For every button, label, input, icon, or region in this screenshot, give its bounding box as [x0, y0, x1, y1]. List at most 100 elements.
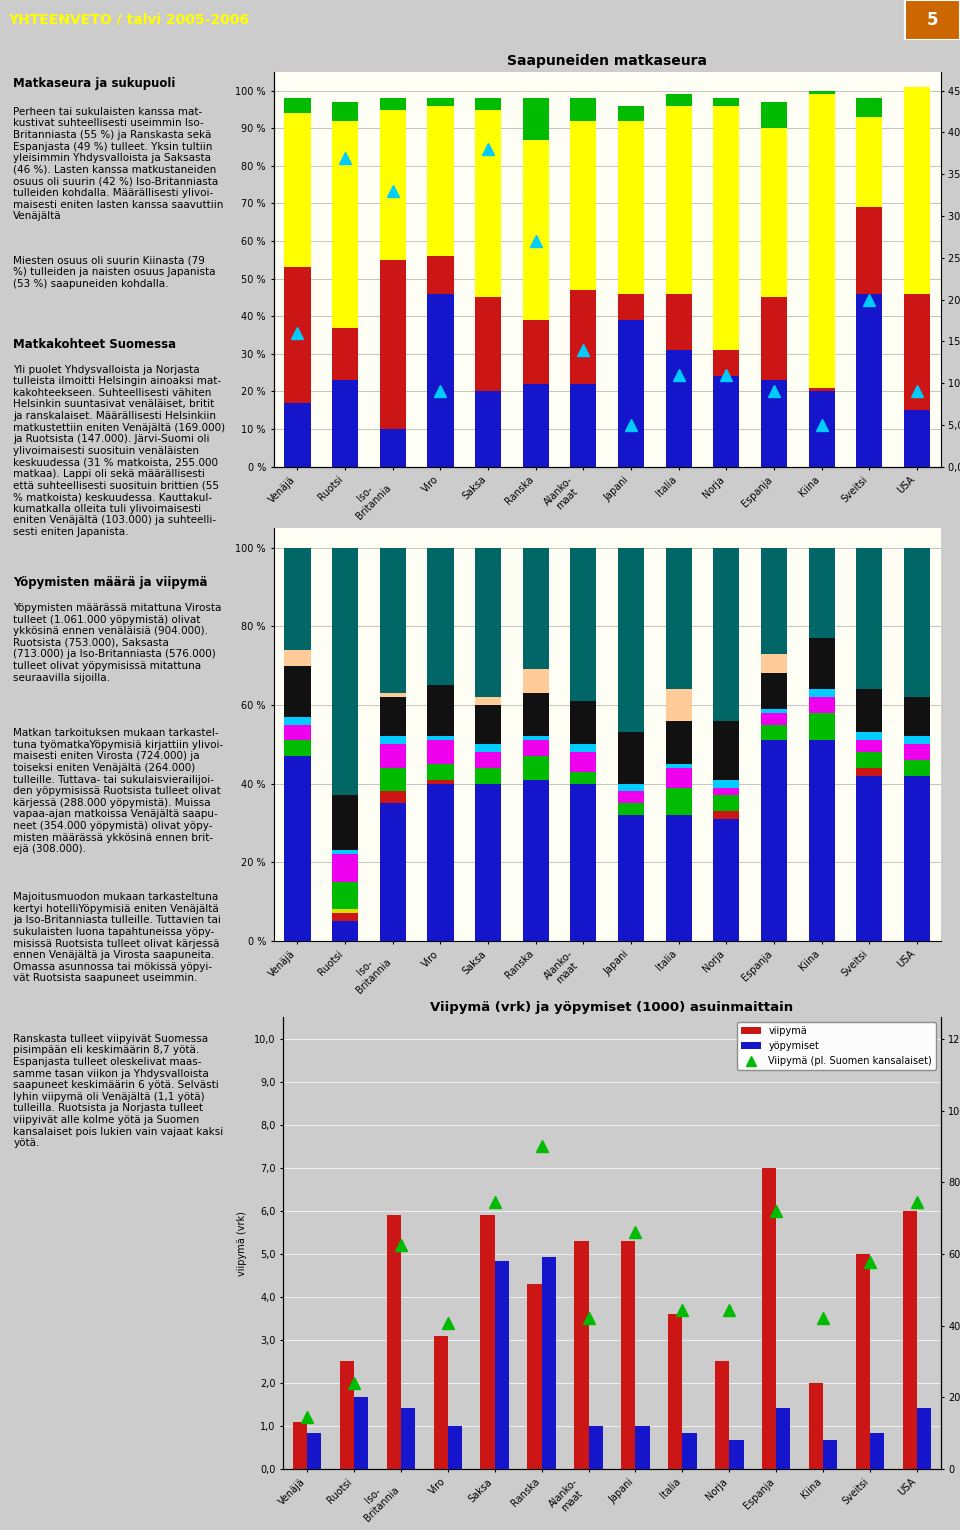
Bar [475, 698, 501, 705]
Bar [618, 803, 644, 815]
Bar [522, 139, 549, 320]
Bar [332, 379, 358, 467]
Bar [427, 294, 453, 467]
Bar [427, 780, 453, 783]
Bar [808, 713, 835, 741]
Bar [809, 1383, 824, 1469]
Bar [379, 698, 406, 736]
Bar [618, 733, 644, 783]
Legend: Helsinki, Uusimaa +Kymenlaakso, Länsi-Suomi +Pohjanmaa, Häme +Keski-Suomi, Järvi: Helsinki, Uusimaa +Kymenlaakso, Länsi-Su… [422, 1103, 792, 1151]
Bar [284, 548, 310, 650]
Bar [808, 90, 835, 95]
Bar [306, 1434, 321, 1469]
Bar [427, 548, 453, 685]
Bar [527, 1284, 541, 1469]
Bar [856, 207, 882, 294]
Bar [665, 815, 692, 941]
Bar [447, 1426, 462, 1469]
Bar [332, 851, 358, 854]
Bar [427, 763, 453, 780]
Bar [588, 1426, 603, 1469]
Bar [332, 103, 358, 121]
Bar [715, 1362, 730, 1469]
Bar [379, 744, 406, 768]
Bar [570, 98, 596, 121]
Bar [665, 106, 692, 294]
Bar [284, 756, 310, 941]
Bar [284, 113, 310, 268]
Bar [904, 698, 930, 736]
Bar [427, 736, 453, 741]
Bar [665, 350, 692, 467]
Bar [284, 98, 310, 113]
Bar [713, 98, 739, 106]
Bar [570, 384, 596, 467]
Bar [777, 1408, 790, 1469]
Bar [761, 103, 787, 129]
Bar [427, 256, 453, 294]
Bar [284, 650, 310, 666]
Bar [761, 129, 787, 297]
Bar [522, 384, 549, 467]
Bar [856, 733, 882, 741]
Bar [475, 548, 501, 698]
Bar [379, 260, 406, 428]
Bar [379, 548, 406, 693]
Text: Matkan tarkoituksen mukaan tarkastel-
tuna työmatkaYöpymisiä kirjattiin ylivoi-
: Matkan tarkoituksen mukaan tarkastel- tu… [13, 728, 224, 854]
Bar [570, 771, 596, 783]
Bar [570, 548, 596, 701]
Bar [618, 815, 644, 941]
Bar [713, 796, 739, 811]
Bar [284, 666, 310, 716]
Bar [475, 705, 501, 744]
Bar [475, 783, 501, 941]
Bar [762, 1167, 777, 1469]
Bar [475, 744, 501, 753]
Bar [904, 736, 930, 744]
Bar [332, 548, 358, 796]
Bar [871, 1434, 884, 1469]
Bar [284, 268, 310, 402]
Bar [713, 721, 739, 780]
Bar [808, 387, 835, 392]
Legend: viipymä, yöpymiset, Viipymä (pl. Suomen kansalaiset): viipymä, yöpymiset, Viipymä (pl. Suomen … [737, 1022, 936, 1069]
Bar [713, 376, 739, 467]
Bar [475, 392, 501, 467]
Y-axis label: viipymä (vrk): viipymä (vrk) [237, 1210, 247, 1276]
Bar [761, 379, 787, 467]
Bar [618, 791, 644, 803]
Bar [618, 783, 644, 791]
Bar [379, 736, 406, 744]
Bar [761, 548, 787, 653]
Bar [665, 788, 692, 815]
Bar [808, 698, 835, 713]
Text: Miesten osuus oli suurin Kiinasta (79
%) tulleiden ja naisten osuus Japanista
(5: Miesten osuus oli suurin Kiinasta (79 %)… [13, 256, 216, 289]
Bar [824, 1440, 837, 1469]
Bar [618, 294, 644, 320]
Bar [427, 98, 453, 106]
Bar [808, 392, 835, 467]
Bar [665, 548, 692, 688]
Bar [618, 320, 644, 467]
Bar [856, 116, 882, 207]
Bar [808, 688, 835, 698]
Bar [668, 1314, 683, 1469]
Bar [434, 1336, 447, 1469]
Bar [475, 297, 501, 392]
Text: Yli puolet Yhdysvalloista ja Norjasta
tulleista ilmoitti Helsingin ainoaksi mat-: Yli puolet Yhdysvalloista ja Norjasta tu… [13, 364, 226, 537]
Bar [761, 297, 787, 379]
Bar [665, 721, 692, 763]
Text: Majoitusmuodon mukaan tarkasteltuna
kertyi hotelliYöpymisiä eniten Venäjältä
ja : Majoitusmuodon mukaan tarkasteltuna kert… [13, 892, 221, 984]
Bar [522, 780, 549, 941]
Bar [332, 921, 358, 941]
Bar [400, 1408, 415, 1469]
Bar [379, 110, 406, 260]
Text: Matkaseura ja sukupuoli: Matkaseura ja sukupuoli [13, 76, 176, 90]
Bar [284, 402, 310, 467]
Bar [761, 708, 787, 713]
Bar [379, 693, 406, 698]
Bar [713, 548, 739, 721]
Bar [856, 753, 882, 768]
Bar [856, 1255, 871, 1469]
Bar [427, 106, 453, 256]
